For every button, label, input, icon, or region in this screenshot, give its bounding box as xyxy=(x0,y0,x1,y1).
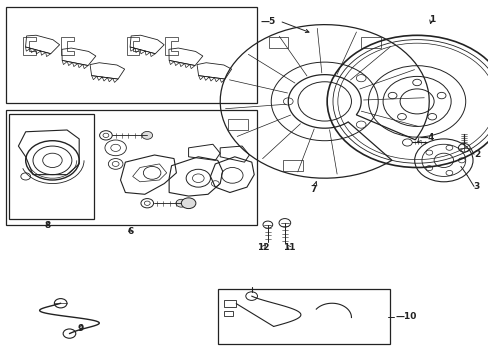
Bar xyxy=(361,37,380,48)
Text: 7: 7 xyxy=(310,182,317,194)
Text: —10: —10 xyxy=(394,312,416,321)
Text: —4: —4 xyxy=(419,133,434,142)
Text: —5: —5 xyxy=(260,17,276,26)
Text: 12: 12 xyxy=(256,243,269,252)
Text: 6: 6 xyxy=(127,227,133,236)
Text: 1: 1 xyxy=(427,15,434,24)
Bar xyxy=(224,300,236,307)
Bar xyxy=(9,114,94,219)
Text: 3: 3 xyxy=(473,182,479,191)
Circle shape xyxy=(176,199,186,207)
Bar xyxy=(224,311,232,316)
Text: 2: 2 xyxy=(473,150,479,159)
Circle shape xyxy=(181,198,196,208)
Circle shape xyxy=(142,131,152,139)
Text: 9: 9 xyxy=(77,324,83,333)
Bar xyxy=(6,7,256,103)
Bar xyxy=(268,37,287,48)
Bar xyxy=(6,111,256,225)
Text: 11: 11 xyxy=(283,243,295,252)
Bar xyxy=(217,289,389,344)
Text: 8: 8 xyxy=(44,221,51,230)
Bar xyxy=(283,160,302,171)
Bar xyxy=(228,119,247,130)
